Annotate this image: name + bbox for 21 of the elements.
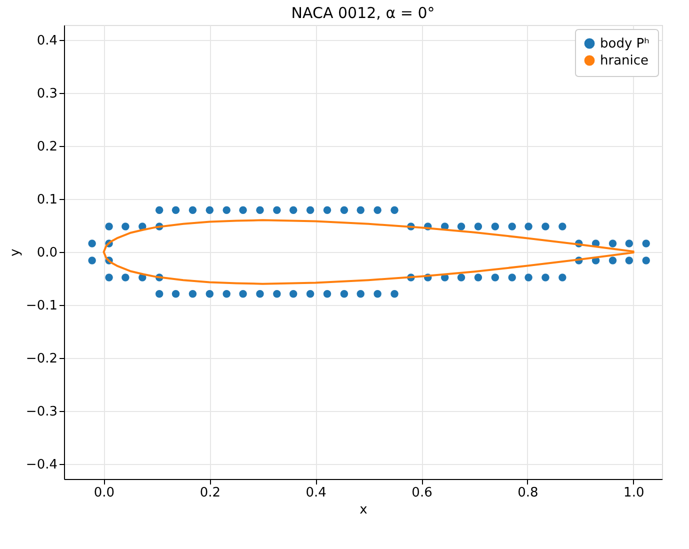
x-tick-label: 0.4 <box>306 486 326 500</box>
y-tick-label: 0.2 <box>36 139 58 154</box>
y-tick-label: 0.3 <box>36 86 58 102</box>
chart-title: NACA 0012, α = 0° <box>291 4 435 22</box>
y-axis-title: y <box>8 248 23 256</box>
y-tick-label: −0.2 <box>26 352 58 367</box>
y-tick-label: 0.1 <box>36 192 58 208</box>
legend-label: hranice <box>600 54 649 68</box>
x-tick-label: 0.2 <box>200 486 221 500</box>
y-tick-label: 0.0 <box>36 246 58 260</box>
line-series <box>102 219 634 285</box>
y-tick-label: −0.3 <box>26 404 58 420</box>
x-tick-label: 0.0 <box>94 486 115 500</box>
y-tick-label: −0.4 <box>26 458 58 473</box>
y-tick-label: 0.4 <box>36 33 58 48</box>
x-tick-label: 0.8 <box>518 486 538 500</box>
y-tick-label: −0.1 <box>26 298 58 314</box>
legend-label: body Pʰ <box>600 36 650 52</box>
x-axis-title: x <box>360 502 368 518</box>
x-tick-label: 1.0 <box>624 486 644 500</box>
x-tick-label: 0.6 <box>412 486 432 500</box>
